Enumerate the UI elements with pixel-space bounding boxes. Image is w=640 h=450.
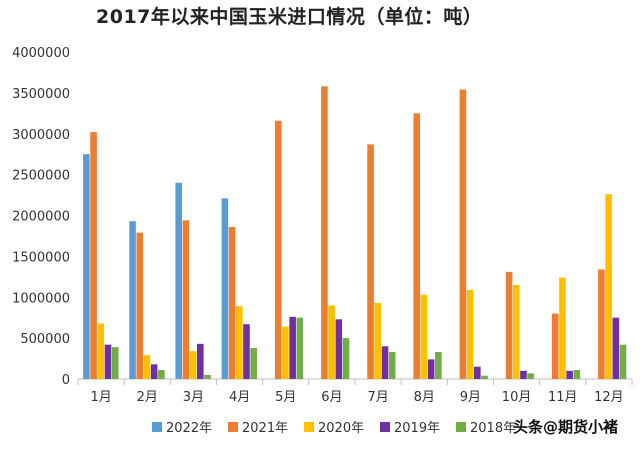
bar: [551, 313, 559, 379]
x-tick-label: 5月: [275, 390, 296, 405]
bar: [182, 220, 190, 379]
bar: [619, 344, 627, 379]
bar: [104, 344, 112, 379]
x-tick-label: 9月: [460, 390, 481, 405]
x-tick-label: 8月: [414, 390, 435, 405]
legend-swatch: [152, 422, 162, 432]
bar: [111, 347, 119, 379]
legend-label: 2019年: [394, 421, 440, 436]
x-tick-label: 4月: [229, 390, 250, 405]
x-tick-label: 7月: [367, 390, 388, 405]
watermark: 头条@期货小褚: [512, 418, 618, 436]
bar: [274, 120, 282, 380]
bar: [505, 271, 513, 379]
bar: [527, 373, 534, 379]
bar: [335, 319, 343, 379]
x-tick-label: 12月: [594, 390, 624, 405]
bar: [459, 89, 467, 380]
bar: [598, 269, 605, 379]
bar: [435, 352, 442, 379]
x-tick-label: 6月: [321, 390, 342, 405]
y-tick-label: 4000000: [12, 46, 70, 61]
bar: [466, 289, 474, 379]
bar: [328, 305, 335, 379]
bar: [189, 351, 197, 379]
legend-label: 2021年: [242, 421, 288, 436]
legend-swatch: [456, 422, 466, 432]
bar: [282, 326, 289, 379]
bar: [474, 366, 481, 379]
legend-label: 2018年: [470, 421, 516, 436]
bar: [129, 221, 136, 379]
bar: [90, 132, 97, 379]
y-tick-label: 2500000: [12, 169, 70, 184]
bar: [559, 277, 566, 379]
x-tick-label: 11月: [548, 390, 578, 405]
bar: [566, 370, 573, 379]
y-tick-label: 1500000: [12, 250, 70, 265]
bar: [296, 317, 304, 379]
y-tick-label: 1000000: [12, 291, 70, 306]
legend-swatch: [380, 422, 390, 432]
chart-title: 2017年以来中国玉米进口情况（单位：吨）: [96, 6, 483, 28]
bar: [573, 370, 581, 379]
bar: [388, 352, 396, 379]
bar: [221, 198, 229, 379]
bar: [612, 317, 620, 379]
y-tick-label: 3000000: [12, 128, 70, 143]
bar: [250, 347, 257, 379]
bar: [150, 364, 158, 379]
bar: [197, 343, 204, 379]
legend-label: 2022年: [166, 421, 212, 436]
bar: [235, 306, 243, 379]
bar: [342, 338, 350, 380]
bar: [374, 302, 382, 379]
bar: [367, 144, 374, 379]
legend-label: 2020年: [318, 421, 364, 436]
bar: [143, 355, 151, 379]
bar: [381, 346, 389, 379]
x-tick-label: 2月: [137, 390, 158, 405]
x-tick-label: 10月: [502, 390, 532, 405]
bar: [420, 294, 428, 379]
bar: [83, 154, 90, 379]
bar: [228, 226, 236, 379]
bar: [413, 113, 421, 379]
bar: [512, 284, 520, 379]
bar: [321, 86, 328, 379]
y-tick-label: 2000000: [12, 210, 70, 225]
bar: [481, 375, 488, 379]
bar: [243, 324, 250, 379]
bar: [289, 316, 296, 379]
y-tick-label: 3500000: [12, 87, 70, 102]
bar: [158, 370, 165, 379]
bar: [136, 232, 144, 379]
y-tick-label: 0: [62, 373, 70, 388]
x-tick-label: 3月: [183, 390, 204, 405]
bar: [204, 374, 211, 379]
bar: [605, 194, 612, 379]
legend-swatch: [228, 422, 238, 432]
bar: [97, 323, 105, 379]
legend-swatch: [304, 422, 314, 432]
x-tick-label: 1月: [90, 390, 111, 405]
bar: [520, 370, 527, 379]
y-tick-label: 500000: [20, 332, 70, 347]
bar: [427, 359, 435, 379]
bar: [175, 182, 183, 379]
